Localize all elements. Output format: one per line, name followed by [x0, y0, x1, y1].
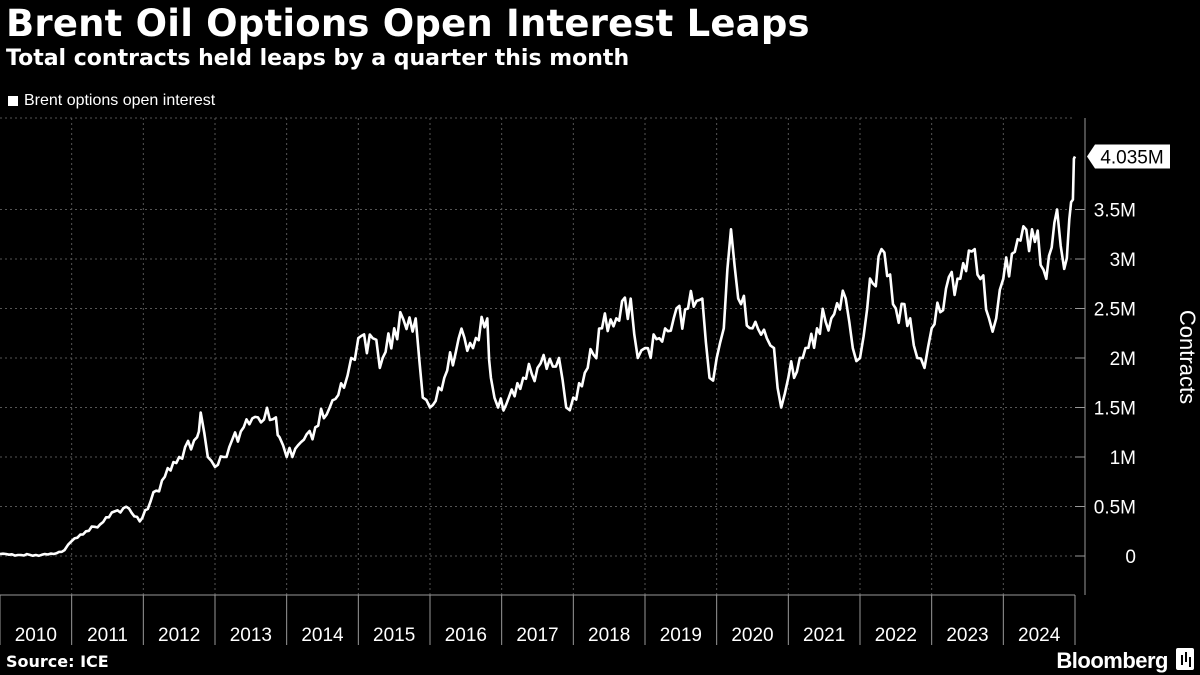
- source-note: Source: ICE: [6, 652, 109, 671]
- x-tick-label: 2012: [158, 625, 200, 646]
- last-value-label: 4.035M: [1087, 144, 1170, 169]
- bloomberg-logo: Bloomberg: [1056, 648, 1168, 673]
- x-tick-label: 2016: [445, 625, 487, 646]
- x-tick-label: 2024: [1018, 625, 1061, 646]
- y-tick-label: 0.5M: [1094, 498, 1136, 519]
- chart-title: Brent Oil Options Open Interest Leaps: [6, 2, 810, 45]
- last-value-text: 4.035M: [1100, 148, 1163, 169]
- x-tick-label: 2015: [373, 625, 415, 646]
- chart-subtitle: Total contracts held leaps by a quarter …: [6, 46, 630, 71]
- last-value-flag: [1087, 144, 1170, 169]
- x-tick-label: 2019: [660, 625, 702, 646]
- x-tick-label: 2013: [230, 625, 272, 646]
- x-tick-label: 2014: [301, 625, 344, 646]
- x-tick-label: 2010: [15, 625, 57, 646]
- series-line-brent-options: [0, 155, 1077, 558]
- y-tick-label: 3M: [1110, 250, 1136, 271]
- axis-labels: 0 0.5M 1M 1.5M 2M 2.5M 3M 3.5M 2010 2011 2012 2013 2…: [15, 144, 1200, 646]
- x-tick-label: 2017: [516, 625, 558, 646]
- y-tick-label: 1M: [1110, 448, 1136, 469]
- y-tick-label: 2.5M: [1094, 300, 1136, 321]
- x-tick-label: 2023: [946, 625, 988, 646]
- x-tick-label: 2011: [87, 625, 128, 646]
- x-tick-label: 2021: [803, 625, 845, 646]
- x-tick-label: 2018: [588, 625, 630, 646]
- axes: [0, 118, 1086, 645]
- legend-swatch: [8, 96, 18, 106]
- legend: Brent options open interest: [8, 92, 215, 110]
- y-tick-label: 0: [1125, 547, 1136, 568]
- y-tick-label: 1.5M: [1094, 399, 1136, 420]
- y-tick-label: 2M: [1110, 349, 1136, 370]
- y-tick-label: 3.5M: [1094, 201, 1136, 222]
- grid-lines: [0, 117, 1075, 595]
- x-tick-label: 2022: [875, 625, 917, 646]
- x-tick-label: 2020: [731, 625, 773, 646]
- legend-label: Brent options open interest: [24, 92, 216, 109]
- y-axis-title: Contracts: [1175, 310, 1200, 404]
- bloomberg-mark-icon: [1176, 648, 1194, 670]
